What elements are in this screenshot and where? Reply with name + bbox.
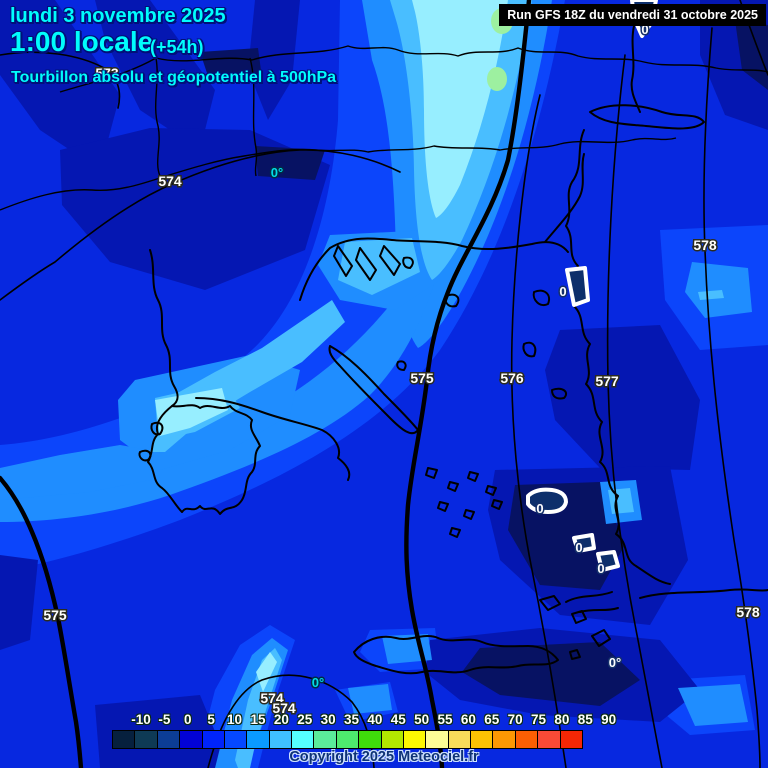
scale-value: 45: [390, 712, 406, 727]
scale-cell: [246, 730, 270, 749]
scale-cell: [470, 730, 494, 749]
scale-value: 20: [273, 712, 289, 727]
scale-value: 10: [227, 712, 243, 727]
map-label-578: 578: [693, 237, 717, 253]
map-label-575: 575: [410, 370, 434, 386]
scale-value: 25: [297, 712, 313, 727]
scale-value: -5: [158, 712, 171, 727]
scale-cell: [425, 730, 449, 749]
scale-value: 55: [437, 712, 453, 727]
map-label-0: 0: [641, 22, 648, 37]
scale-value: 5: [207, 712, 215, 727]
map-label-0: 0: [597, 561, 604, 576]
map-label-576: 576: [500, 370, 524, 386]
scale-value: -10: [131, 712, 151, 727]
scale-value: 60: [460, 712, 476, 727]
scale-value: 65: [484, 712, 500, 727]
scale-cell: [559, 730, 583, 749]
scale-value: 15: [250, 712, 266, 727]
map-label-578: 578: [736, 604, 760, 620]
scale-value: 75: [531, 712, 547, 727]
scale-cell: [335, 730, 360, 749]
scale-cell: [156, 730, 181, 749]
map-label-573: 573: [95, 65, 119, 81]
map-label-0deg: 0°: [312, 675, 324, 690]
scale-value: 30: [320, 712, 336, 727]
forecast-hour-offset: (+54h): [150, 37, 204, 57]
vorticity-shading-pale: [155, 0, 508, 692]
map-parameter-title: Tourbillon absolu et géopotentiel à 500h…: [11, 69, 337, 86]
scale-value: 70: [507, 712, 523, 727]
map-label-0deg: 0°: [271, 165, 283, 180]
geopotential-contours-thick: [0, 0, 532, 768]
scale-cell: [179, 730, 203, 749]
map-label-577: 577: [595, 373, 619, 389]
model-run-info: Run GFS 18Z du vendredi 31 octobre 2025: [499, 4, 766, 26]
forecast-time: 1:00 locale: [10, 26, 154, 57]
scale-value: 40: [367, 712, 383, 727]
scale-cell: [492, 730, 516, 749]
scale-value: 35: [343, 712, 359, 727]
scale-cell: [358, 730, 382, 749]
scale-value: 85: [577, 712, 593, 727]
scale-cell: [223, 730, 248, 749]
scale-cell: [268, 730, 292, 749]
map-label-0deg: 0°: [609, 655, 621, 670]
scale-cell: [514, 730, 539, 749]
map-label-0: 0: [559, 284, 566, 299]
scale-cell: [402, 730, 427, 749]
scale-cell: [291, 730, 315, 749]
coastlines: [138, 25, 768, 675]
scale-value: 0: [184, 712, 192, 727]
scale-value: 80: [554, 712, 570, 727]
scale-cell: [134, 730, 158, 749]
map-label-0: 0: [575, 540, 582, 555]
scale-value: 90: [601, 712, 617, 727]
map-label-574: 574: [260, 690, 284, 706]
map-label-0: 0: [536, 501, 543, 516]
scale-cell: [537, 730, 561, 749]
map-label-574: 574: [272, 700, 296, 716]
map-label-575: 575: [43, 607, 67, 623]
scale-cell: [112, 730, 136, 749]
scale-value: 50: [414, 712, 430, 727]
scale-cell: [380, 730, 404, 749]
map-label-574: 574: [158, 173, 182, 189]
color-scale-bar: [112, 730, 583, 749]
scale-cell: [313, 730, 337, 749]
forecast-date: lundi 3 novembre 2025: [10, 5, 226, 27]
scale-cell: [447, 730, 471, 749]
copyright-notice: Copyright 2025 Meteociel.fr: [289, 749, 479, 765]
scale-cell: [201, 730, 225, 749]
